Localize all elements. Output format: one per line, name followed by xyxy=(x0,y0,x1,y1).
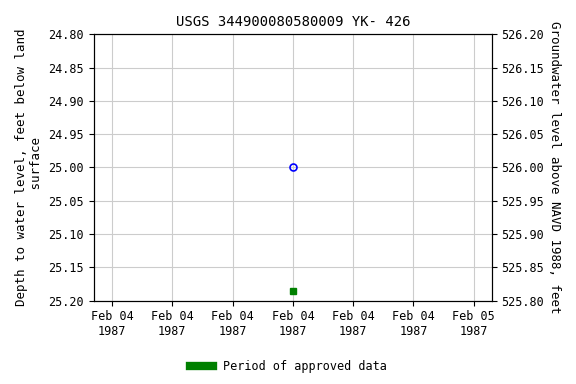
Legend: Period of approved data: Period of approved data xyxy=(185,356,391,378)
Y-axis label: Depth to water level, feet below land
 surface: Depth to water level, feet below land su… xyxy=(15,29,43,306)
Title: USGS 344900080580009 YK- 426: USGS 344900080580009 YK- 426 xyxy=(176,15,410,29)
Y-axis label: Groundwater level above NAVD 1988, feet: Groundwater level above NAVD 1988, feet xyxy=(548,21,561,314)
